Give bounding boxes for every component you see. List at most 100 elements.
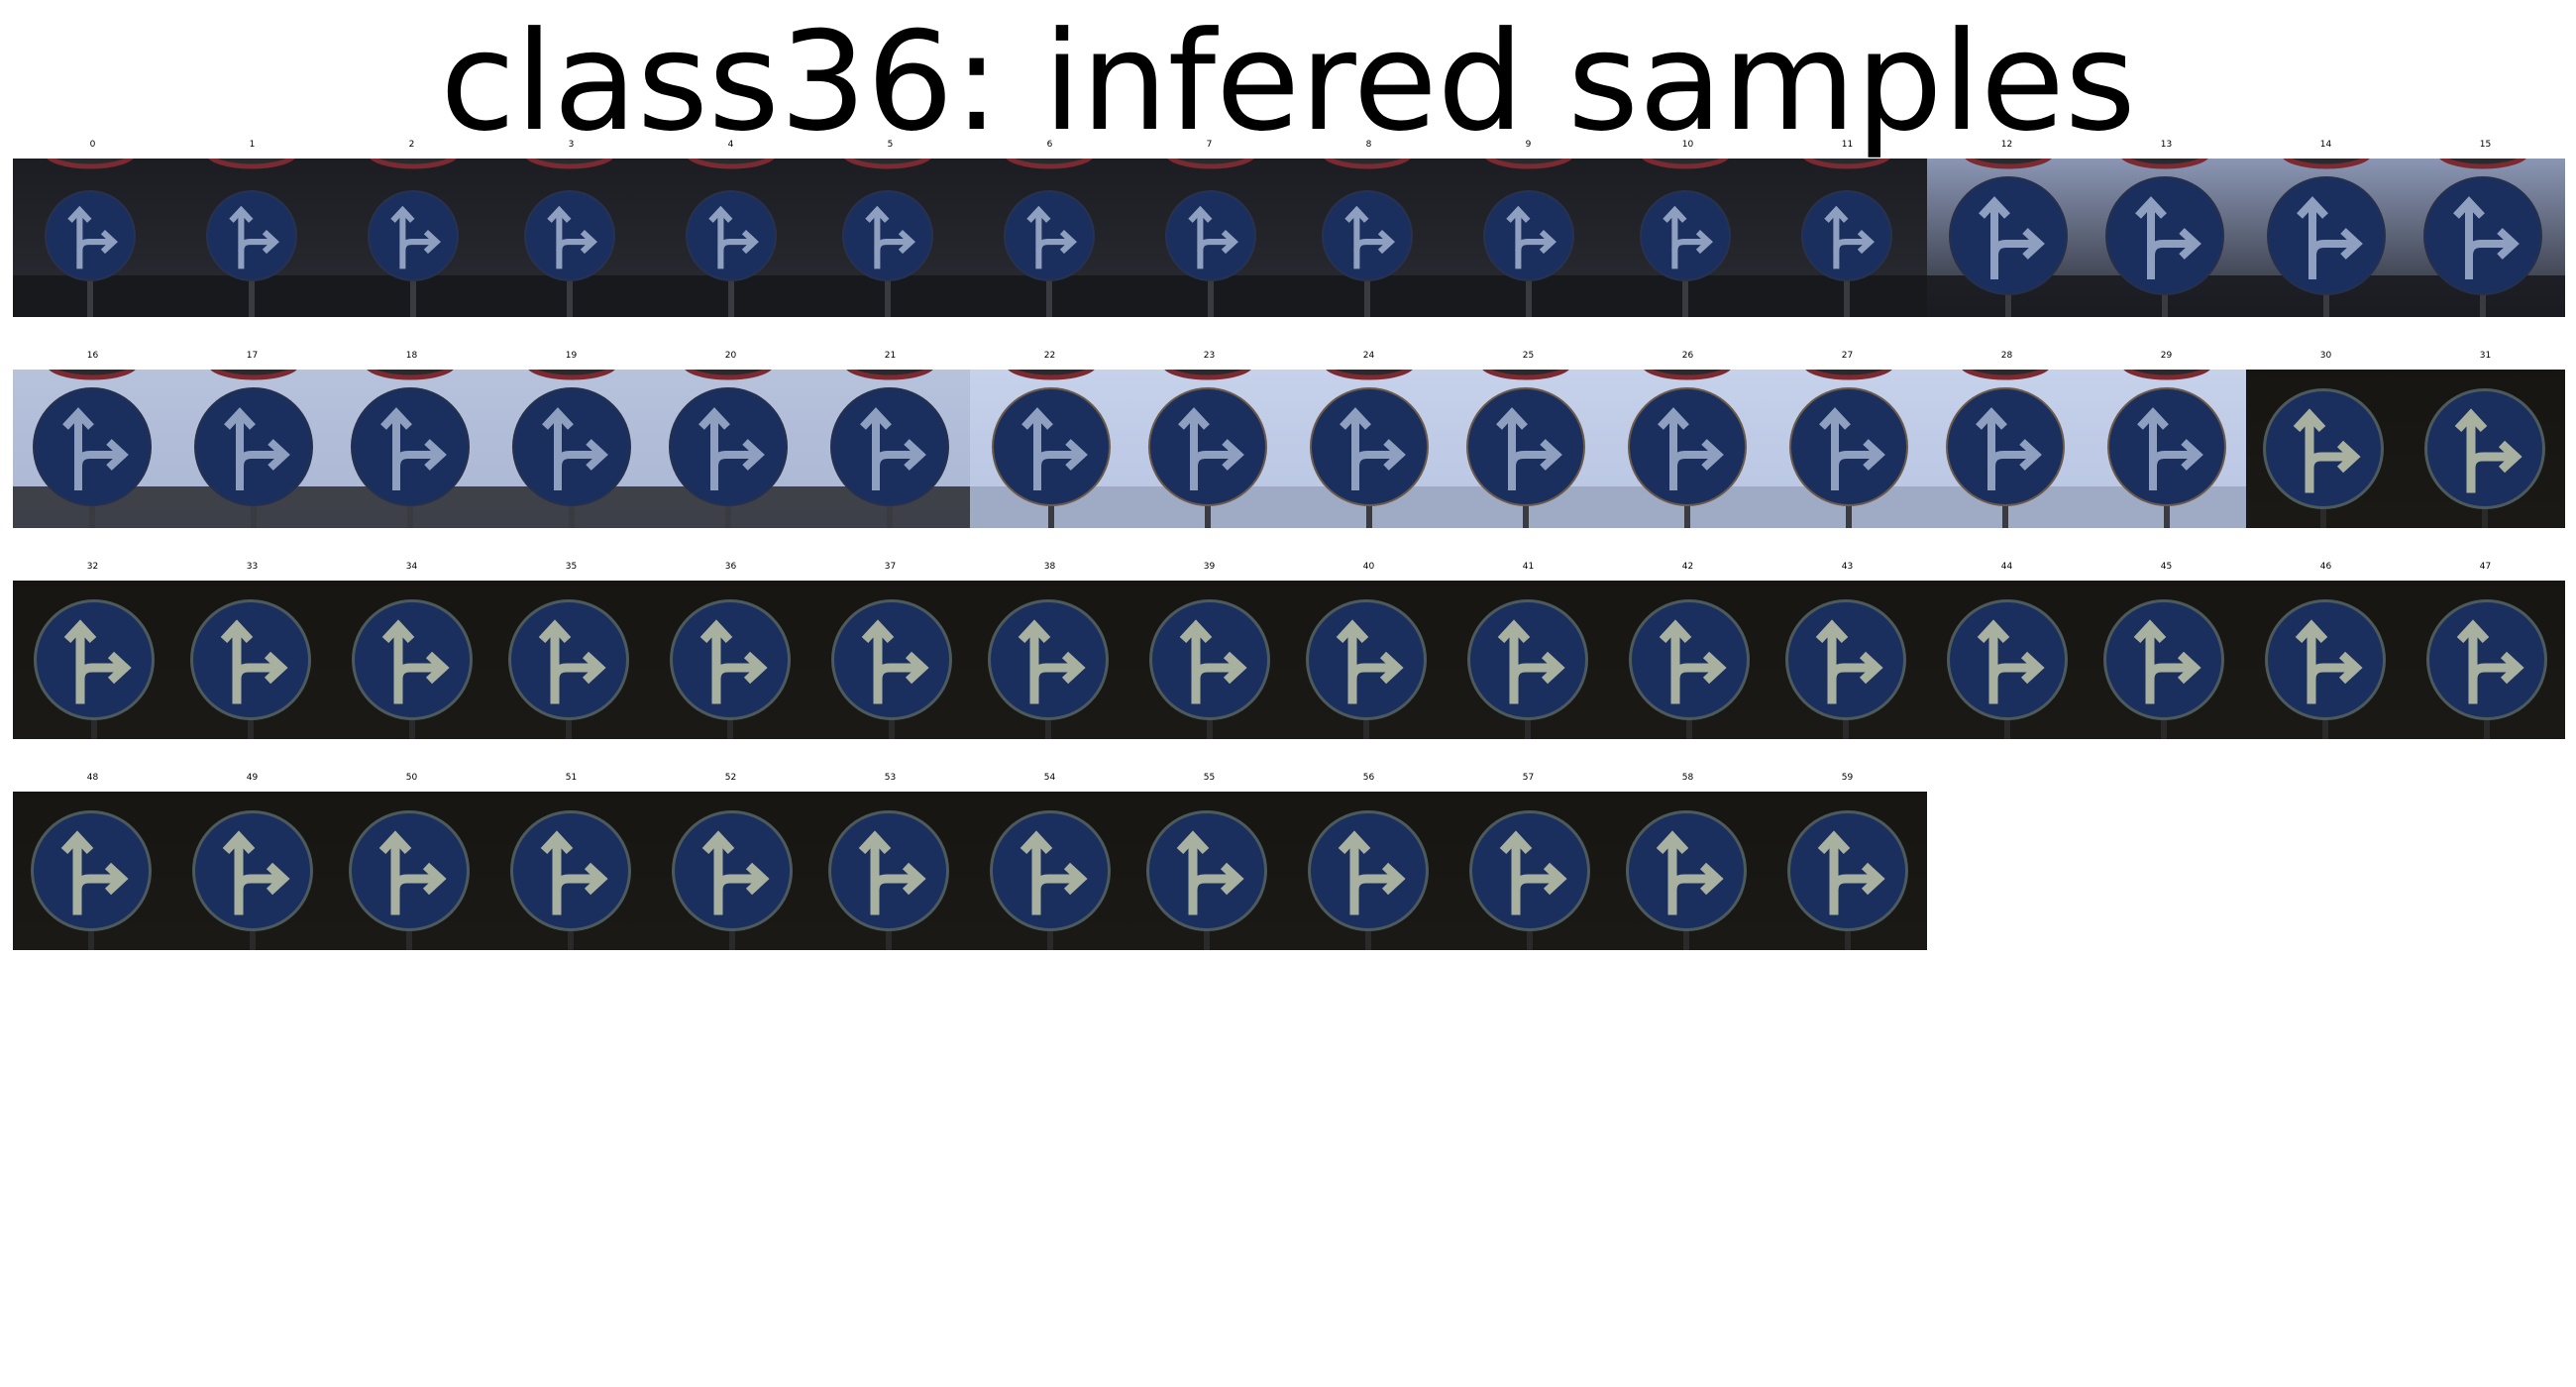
traffic-sign-sample-image [1289, 159, 1449, 317]
sample-cell: 14 [2246, 137, 2406, 317]
traffic-sign-sample-image [13, 581, 172, 739]
traffic-sign-sample-image [2087, 159, 2246, 317]
sample-cell: 37 [810, 559, 970, 739]
sample-index-label: 16 [86, 351, 99, 361]
sample-cell: 25 [1449, 348, 1608, 528]
sample-cell: 8 [1289, 137, 1449, 317]
traffic-sign-sample-image [1927, 581, 2087, 739]
sample-cell: 4 [651, 137, 810, 317]
traffic-sign-sample-image [332, 159, 491, 317]
traffic-sign-sample-image [2406, 581, 2565, 739]
sample-index-label: 56 [1362, 773, 1375, 783]
traffic-sign-sample-image [2246, 370, 2406, 528]
sample-cell: 55 [1129, 770, 1289, 950]
traffic-sign-sample-image [491, 581, 651, 739]
sample-cell: 40 [1289, 559, 1449, 739]
sample-cell: 36 [651, 559, 810, 739]
sample-cell: 39 [1129, 559, 1289, 739]
sample-cell: 13 [2087, 137, 2246, 317]
traffic-sign-sample-image [1129, 581, 1289, 739]
sample-index-label: 13 [2160, 140, 2173, 150]
traffic-sign-sample-image [970, 792, 1129, 950]
sample-index-label: 38 [1043, 562, 1056, 572]
sample-cell: 31 [2406, 348, 2565, 528]
traffic-sign-sample-image [810, 581, 970, 739]
sample-cell: 43 [1768, 559, 1927, 739]
sample-index-label: 42 [1681, 562, 1694, 572]
sample-cell: 58 [1608, 770, 1768, 950]
sample-index-label: 21 [884, 351, 897, 361]
traffic-sign-sample-image [13, 370, 172, 528]
sample-index-label: 47 [2479, 562, 2492, 572]
sample-index-label: 35 [565, 562, 578, 572]
traffic-sign-sample-image [2246, 159, 2406, 317]
sample-index-label: 50 [405, 773, 418, 783]
sample-index-label: 49 [246, 773, 259, 783]
sample-cell: 38 [970, 559, 1129, 739]
sample-cell: 57 [1449, 770, 1608, 950]
traffic-sign-sample-image [172, 792, 332, 950]
sample-index-label: 34 [405, 562, 418, 572]
sample-cell: 22 [970, 348, 1129, 528]
sample-cell: 32 [13, 559, 172, 739]
sample-cell: 9 [1449, 137, 1608, 317]
traffic-sign-sample-image [13, 159, 172, 317]
sample-index-label: 2 [408, 140, 415, 150]
traffic-sign-sample-image [1768, 159, 1927, 317]
sample-index-label: 58 [1681, 773, 1694, 783]
traffic-sign-sample-image [1129, 792, 1289, 950]
sample-cell: 23 [1129, 348, 1289, 528]
sample-cell: 26 [1608, 348, 1768, 528]
sample-index-label: 37 [884, 562, 897, 572]
traffic-sign-sample-image [1608, 370, 1768, 528]
sample-cell: 44 [1927, 559, 2087, 739]
sample-cell: 50 [332, 770, 491, 950]
sample-index-label: 25 [1522, 351, 1535, 361]
sample-index-label: 26 [1681, 351, 1694, 361]
sample-index-label: 39 [1203, 562, 1216, 572]
sample-cell: 56 [1289, 770, 1449, 950]
sample-cell: 5 [810, 137, 970, 317]
sample-index-label: 11 [1841, 140, 1854, 150]
sample-cell: 19 [491, 348, 651, 528]
sample-cell: 30 [2246, 348, 2406, 528]
traffic-sign-sample-image [13, 792, 172, 950]
sample-index-label: 14 [2319, 140, 2332, 150]
sample-index-label: 41 [1522, 562, 1535, 572]
sample-index-label: 46 [2319, 562, 2332, 572]
sample-cell: 17 [172, 348, 332, 528]
traffic-sign-sample-image [1449, 581, 1608, 739]
sample-index-label: 30 [2319, 351, 2332, 361]
traffic-sign-sample-image [810, 159, 970, 317]
sample-cell: 47 [2406, 559, 2565, 739]
traffic-sign-sample-image [172, 370, 332, 528]
sample-cell: 16 [13, 348, 172, 528]
sample-index-label: 29 [2160, 351, 2173, 361]
sample-cell: 0 [13, 137, 172, 317]
sample-index-label: 17 [246, 351, 259, 361]
sample-index-label: 53 [884, 773, 897, 783]
sample-index-label: 57 [1522, 773, 1535, 783]
sample-cell: 53 [810, 770, 970, 950]
traffic-sign-sample-image [1449, 792, 1608, 950]
sample-index-label: 43 [1841, 562, 1854, 572]
sample-cell: 27 [1768, 348, 1927, 528]
traffic-sign-sample-image [1289, 792, 1449, 950]
traffic-sign-sample-image [651, 370, 810, 528]
sample-cell: 45 [2087, 559, 2246, 739]
sample-cell: 3 [491, 137, 651, 317]
traffic-sign-sample-image [332, 581, 491, 739]
sample-index-label: 9 [1525, 140, 1532, 150]
traffic-sign-sample-image [651, 581, 810, 739]
sample-cell: 48 [13, 770, 172, 950]
sample-cell: 21 [810, 348, 970, 528]
sample-index-label: 15 [2479, 140, 2492, 150]
sample-index-label: 28 [2000, 351, 2013, 361]
sample-cell: 6 [970, 137, 1129, 317]
sample-cell: 28 [1927, 348, 2087, 528]
sample-index-label: 18 [405, 351, 418, 361]
sample-cell: 59 [1768, 770, 1927, 950]
sample-index-label: 23 [1203, 351, 1216, 361]
sample-cell: 29 [2087, 348, 2246, 528]
traffic-sign-sample-image [491, 792, 651, 950]
